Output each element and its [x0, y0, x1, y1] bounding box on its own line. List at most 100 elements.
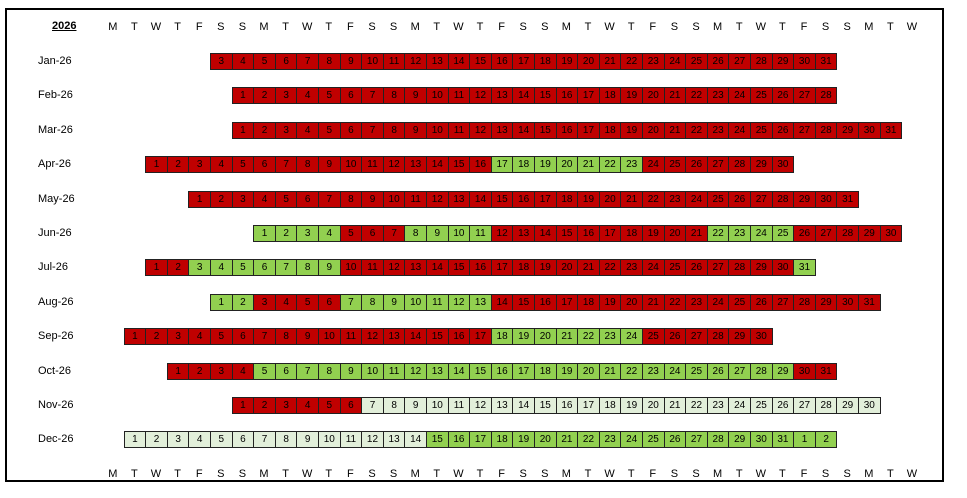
day-cell: 9	[318, 156, 341, 174]
day-cell: 22	[663, 293, 687, 311]
day-cell: 12	[404, 53, 427, 70]
day-cell: 26	[706, 362, 730, 380]
day-cell: 29	[728, 328, 751, 346]
day-cell: 18	[598, 87, 622, 105]
day-cell: 29	[750, 259, 773, 277]
day-cell: 19	[512, 328, 535, 346]
day-cell: 21	[598, 53, 622, 70]
day-cell: 4	[253, 190, 276, 208]
day-cell: 17	[469, 328, 492, 346]
day-cell: 21	[555, 328, 579, 346]
day-cell: 13	[490, 87, 514, 105]
day-cell: 13	[404, 259, 427, 277]
day-cell: 27	[814, 225, 838, 242]
month-label: Apr-26	[38, 158, 72, 171]
day-cell: 20	[577, 53, 600, 70]
day-cell: 27	[771, 293, 795, 311]
weekday-header-cell: S	[519, 468, 527, 480]
day-cell: 18	[534, 362, 557, 380]
day-cell: 21	[663, 121, 687, 139]
day-cell: 28	[750, 362, 773, 380]
day-cell: 24	[706, 293, 730, 311]
weekday-header-cell: S	[519, 21, 527, 33]
day-cell: 8	[382, 87, 406, 105]
day-cell: 26	[750, 293, 773, 311]
day-cell: 15	[490, 190, 514, 208]
day-cell: 13	[382, 328, 406, 346]
day-cell: 10	[426, 397, 449, 414]
day-cell: 16	[447, 328, 471, 346]
weekday-header-cell: M	[864, 21, 874, 33]
day-cell: 23	[706, 87, 730, 105]
month-label: Oct-26	[38, 364, 72, 377]
weekday-header-cell: M	[259, 468, 269, 480]
month-label: Dec-26	[38, 433, 74, 446]
day-cell: 22	[598, 156, 622, 174]
weekday-header-cell: W	[755, 468, 766, 480]
day-cell: 6	[253, 259, 276, 277]
day-cell: 16	[490, 362, 514, 380]
weekday-header-cell: T	[131, 468, 138, 480]
day-cell: 7	[296, 362, 319, 380]
day-cell: 27	[685, 431, 708, 449]
day-cell: 7	[339, 293, 363, 311]
weekday-header-cell: M	[410, 21, 420, 33]
day-cell: 22	[685, 397, 708, 414]
day-cell: 28	[814, 397, 838, 414]
day-cell: 29	[836, 121, 859, 139]
day-cell: 2	[166, 156, 190, 174]
day-cell: 3	[274, 121, 298, 139]
day-cell: 17	[490, 259, 514, 277]
weekday-header-cell: M	[864, 468, 874, 480]
day-cell: 8	[339, 190, 363, 208]
weekday-header-cell: T	[174, 468, 181, 480]
day-cell: 31	[793, 259, 816, 277]
day-cell: 23	[598, 431, 622, 449]
month-label: Feb-26	[38, 89, 73, 102]
day-cell: 9	[426, 225, 449, 242]
day-cell: 24	[728, 121, 751, 139]
month-label: Nov-26	[38, 399, 74, 411]
weekday-header-cell: F	[498, 21, 505, 33]
weekday-header-cell: T	[584, 468, 592, 480]
weekday-header-cell: W	[604, 21, 615, 33]
day-cell: 7	[253, 431, 276, 449]
day-cell: 14	[426, 259, 449, 277]
day-cell: 9	[339, 362, 363, 380]
weekday-header-cell: W	[755, 21, 766, 33]
day-cell: 4	[318, 225, 341, 242]
day-cell: 24	[620, 328, 643, 346]
day-cell: 16	[447, 431, 471, 449]
day-cell: 9	[382, 293, 406, 311]
day-cell: 16	[469, 156, 492, 174]
day-cell: 4	[296, 397, 319, 414]
weekday-header-cell: T	[584, 21, 592, 33]
day-cell: 2	[253, 121, 276, 139]
day-cell: 10	[361, 53, 384, 70]
day-cell: 11	[361, 156, 384, 174]
day-cell: 9	[404, 397, 427, 414]
day-cell: 12	[382, 156, 406, 174]
weekday-header-cell: W	[150, 21, 162, 33]
day-cell: 28	[814, 87, 838, 105]
day-cell: 31	[879, 121, 903, 139]
day-cell: 15	[426, 328, 449, 346]
weekday-header-cell: S	[217, 21, 225, 33]
weekday-header-cell: S	[843, 21, 851, 33]
day-cell: 16	[555, 121, 579, 139]
day-cell: 23	[598, 328, 622, 346]
weekday-header-cell: S	[389, 21, 398, 33]
day-cell: 6	[274, 53, 298, 70]
day-cell: 29	[728, 431, 751, 449]
day-cell: 7	[253, 328, 276, 346]
day-cell: 26	[771, 397, 795, 414]
day-cell: 18	[534, 53, 557, 70]
day-cell: 31	[814, 362, 838, 380]
day-cell: 11	[339, 328, 363, 346]
weekday-header-cell: S	[238, 468, 247, 480]
weekday-header-cell: T	[282, 21, 289, 33]
weekday-header-cell: F	[347, 468, 354, 480]
day-cell: 26	[685, 156, 708, 174]
weekday-header-cell: S	[843, 468, 851, 480]
weekday-header-cell: S	[670, 468, 679, 480]
